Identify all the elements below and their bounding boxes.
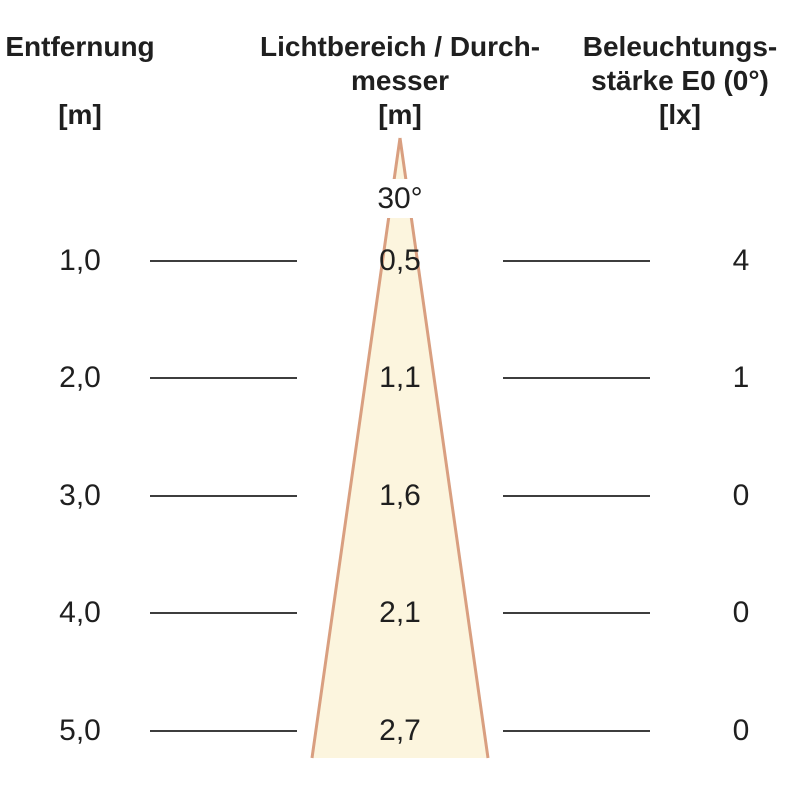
diameter-value: 0,5 [379,244,421,277]
ruler-line-left [150,495,297,497]
column-header-illuminance-line2: stärke E0 (0°) [591,65,769,96]
unit-label-diameter: [m] [378,99,422,130]
light-cone-left-edge [310,137,402,759]
column-header-illuminance-line1: Beleuchtungs- [582,31,778,62]
distance-value: 5,0 [59,714,101,747]
column-header-diameter: Lichtbereich / Durch- messer [260,30,540,98]
ruler-line-right [503,260,650,262]
ruler-line-right [503,495,650,497]
diameter-value: 1,6 [379,479,421,512]
illuminance-value: 4 [732,244,750,277]
distance-value: 3,0 [59,479,101,512]
illuminance-value: 1 [732,361,750,394]
diameter-value: 1,1 [379,361,421,394]
distance-value: 1,0 [59,244,101,277]
unit-label-distance: [m] [58,99,102,130]
column-header-illuminance: Beleuchtungs- stärke E0 (0°) [555,30,800,98]
column-header-diameter-line1: Lichtbereich / Durch- [260,31,541,62]
unit-label-illuminance: [lx] [659,99,701,130]
ruler-line-left [150,612,297,614]
light-cone-right-edge [398,137,490,759]
ruler-line-left [150,730,297,732]
ruler-line-left [150,260,297,262]
illuminance-value: 0 [732,479,750,512]
column-header-distance: Entfernung [0,30,160,64]
ruler-line-right [503,612,650,614]
distance-value: 4,0 [59,596,101,629]
column-header-distance-line1: Entfernung [5,31,155,62]
ruler-line-left [150,377,297,379]
column-header-diameter-line2: messer [350,65,450,96]
beam-angle-label: 30° [352,179,448,218]
illuminance-value: 0 [732,714,750,747]
ruler-line-right [503,377,650,379]
distance-value: 2,0 [59,361,101,394]
diameter-value: 2,1 [379,596,421,629]
ruler-line-right [503,730,650,732]
diameter-value: 2,7 [379,714,421,747]
illuminance-value: 0 [732,596,750,629]
light-cone-fill [312,138,488,758]
